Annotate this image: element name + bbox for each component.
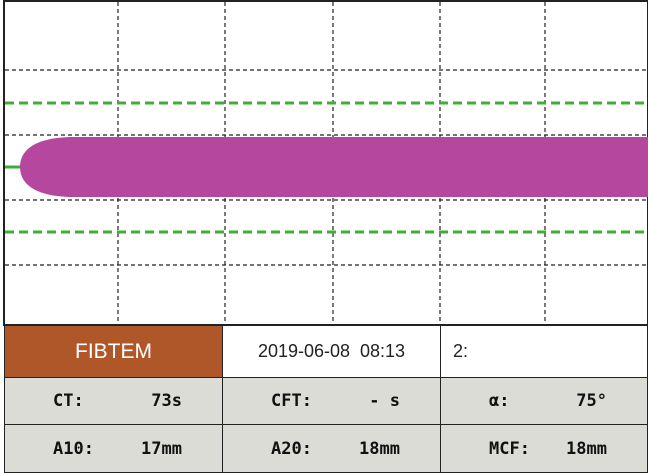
parameter-cell: A20: 18mm [222, 424, 441, 473]
parameter-value: 18mm [566, 438, 607, 459]
test-name: FIBTEM [4, 325, 223, 378]
parameter-cell: CFT: - s [222, 377, 441, 425]
parameter-cell: α: 75° [440, 377, 648, 425]
datetime: 2019-06-08 08:13 [257, 341, 406, 361]
parameter-value: 73s [151, 391, 182, 411]
clot-trace [20, 137, 648, 197]
channel-cell: 2: [440, 325, 648, 378]
trace-graph [3, 0, 648, 326]
parameter-label: CT: [53, 391, 84, 411]
reference-lines [5, 101, 648, 234]
parameter-label: A10: [53, 438, 94, 459]
parameter-cell: CT: 73s [4, 377, 223, 425]
parameter-value: - s [369, 391, 400, 411]
datetime-cell: 2019-06-08 08:13 [222, 325, 441, 378]
parameter-cell: MCF: 18mm [440, 424, 648, 473]
parameter-label: A20: [271, 438, 312, 459]
parameter-label: CFT: [271, 391, 312, 411]
test-label: FIBTEM [75, 339, 152, 363]
parameter-label: MCF: [489, 438, 530, 459]
parameter-value: 75° [576, 391, 607, 411]
parameter-label: α: [489, 391, 510, 411]
parameter-cell: A10: 17mm [4, 424, 223, 473]
channel: 2: [453, 341, 469, 361]
parameter-value: 18mm [359, 438, 400, 459]
parameter-value: 17mm [141, 438, 182, 459]
